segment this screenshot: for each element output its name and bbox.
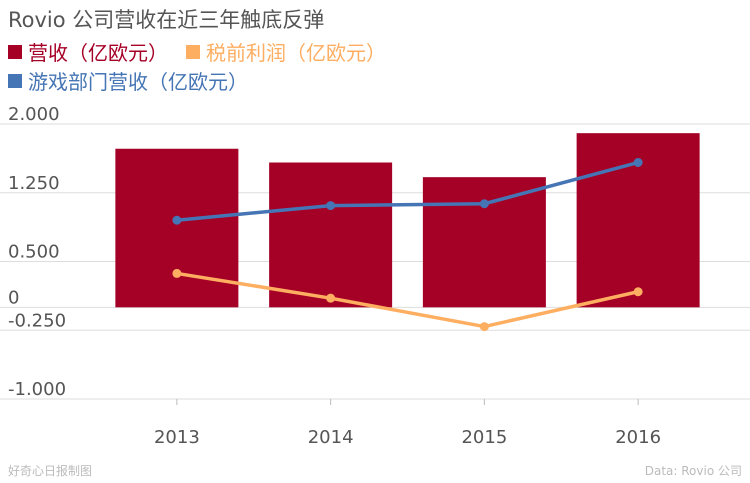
legend-row-2: 游戏部门营收（亿欧元） [8, 66, 266, 95]
bar [422, 177, 546, 308]
x-tick-label: 2014 [308, 427, 354, 448]
x-tick-label: 2015 [461, 427, 507, 448]
series-line [176, 160, 639, 222]
y-tick-label: 0 [8, 287, 19, 308]
legend-label-revenue: 营收（亿欧元） [28, 41, 168, 65]
legend-item-profit: 税前利润（亿欧元） [186, 37, 386, 66]
data-point [172, 268, 182, 278]
bar [115, 148, 239, 308]
legend-label-games: 游戏部门营收（亿欧元） [28, 70, 248, 94]
data-point [479, 199, 489, 209]
data-point [479, 322, 489, 332]
data-point [633, 287, 643, 297]
legend-item-games: 游戏部门营收（亿欧元） [8, 66, 248, 95]
y-tick-label: -0.250 [8, 310, 66, 331]
legend-swatch-revenue [8, 44, 22, 59]
bar [269, 162, 393, 308]
data-point [172, 215, 182, 225]
legend-label-profit: 税前利润（亿欧元） [206, 41, 386, 65]
legend-swatch-profit [186, 44, 200, 59]
y-tick-label: -1.000 [8, 379, 66, 400]
x-tick-label: 2013 [154, 427, 200, 448]
footer-credit: 好奇心日报制图 [8, 464, 93, 478]
y-tick-label: 2.000 [8, 104, 60, 125]
legend-item-revenue: 营收（亿欧元） [8, 37, 168, 66]
data-point [326, 201, 336, 211]
data-point [633, 158, 643, 167]
series-line [176, 271, 639, 329]
chart-title: Rovio 公司营收在近三年触底反弹 [8, 8, 325, 32]
legend-row-1: 营收（亿欧元） 税前利润（亿欧元） [8, 37, 404, 66]
footer-source: Data: Rovio 公司 [644, 464, 742, 478]
legend-swatch-games [8, 73, 22, 88]
y-tick-label: 1.250 [8, 173, 60, 194]
data-point [326, 293, 336, 303]
y-tick-label: 0.500 [8, 242, 60, 263]
x-tick-label: 2016 [615, 427, 661, 448]
